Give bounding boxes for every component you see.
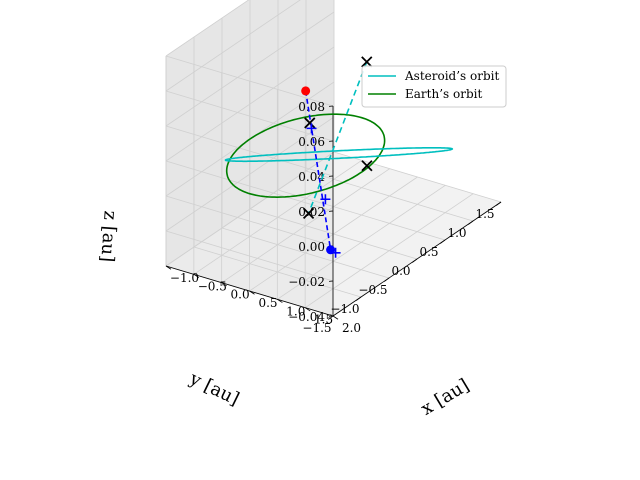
grid-line-z-right — [165, 116, 335, 232]
tick-marks — [165, 105, 502, 320]
grid-line-z-left — [165, 160, 334, 212]
grid-line-z-right — [165, 0, 250, 57]
z-tick-label: 0.08 — [298, 100, 325, 114]
asteroid-orbit — [224, 147, 454, 163]
grid-lines — [165, 0, 502, 317]
x-tick — [439, 239, 446, 244]
y-tick-label: 0.0 — [231, 288, 250, 302]
x-tick — [327, 315, 334, 320]
y-tick-label: 0.5 — [258, 296, 277, 310]
sun-marker — [301, 86, 311, 96]
z-tick-label: 0.02 — [298, 205, 325, 219]
x-tick-label: 1.5 — [475, 207, 494, 221]
x-axis-label: x [au] — [417, 375, 473, 420]
y-tick-label: 1.0 — [286, 304, 305, 318]
z-tick-label: −0.04 — [288, 310, 325, 324]
grid-line-z-left — [165, 125, 334, 177]
plus-marker-bottom — [320, 194, 331, 205]
x-tick — [355, 296, 362, 301]
legend-box — [361, 65, 507, 108]
earth-projection-line — [304, 90, 332, 250]
z-tick-label: 0.04 — [298, 170, 325, 184]
y-tick — [165, 265, 172, 270]
z-tick-label: −0.02 — [288, 275, 325, 289]
y-axis-label: y [au] — [185, 368, 242, 410]
grid-line-z-right — [165, 46, 335, 162]
z-axis-label: z [au] — [96, 210, 121, 263]
earth-orbit — [225, 113, 386, 199]
z-tick-label: 0.06 — [298, 135, 325, 149]
grid-line-z-right — [165, 11, 335, 127]
legend-earth-label: Earth’s orbit — [405, 87, 482, 101]
x-tick-label: 0.5 — [419, 245, 438, 259]
markers — [301, 56, 373, 258]
asteroid-x-marker-mid — [361, 160, 373, 172]
grid-line-z-left — [165, 55, 334, 107]
y-tick — [221, 282, 227, 287]
asteroid-x-marker-bottom — [302, 207, 315, 220]
y-tick — [249, 290, 255, 295]
legend: Asteroid’s orbit Earth’s orbit — [361, 65, 507, 108]
y-tick — [304, 307, 311, 312]
grid-line-z-right — [165, 0, 301, 92]
x-tick — [411, 258, 418, 263]
asteroid-apsidal-line — [307, 61, 368, 214]
asteroid-x-marker-right — [304, 117, 316, 129]
grid-line-z-right — [165, 151, 335, 267]
x-tick-label: −1.0 — [330, 302, 359, 316]
y-tick-label: 1.5 — [314, 313, 333, 327]
asteroid-x-marker-top — [361, 56, 373, 68]
y-tick-label: −1.0 — [170, 271, 199, 285]
x-tick-label: 1.0 — [447, 226, 466, 240]
tick-labels: −1.5−1.0−0.50.00.51.01.5−1.0−0.50.00.51.… — [170, 100, 495, 335]
x-tick-label: 0.0 — [391, 264, 410, 278]
x-tick — [467, 220, 474, 225]
y-tick — [193, 273, 200, 278]
grid-line-z-left — [165, 90, 334, 142]
orbits — [224, 61, 454, 214]
y-tick — [332, 315, 339, 320]
x-tick — [383, 277, 390, 282]
plus-marker-right — [306, 123, 317, 134]
z-tick-label: 0.00 — [298, 240, 325, 254]
grid-line-z-left — [165, 230, 334, 282]
legend-asteroid-label: Asteroid’s orbit — [404, 69, 499, 83]
y-tick-label: −0.5 — [198, 279, 227, 293]
grid-line-z-left — [165, 195, 334, 247]
x-tick — [495, 201, 502, 206]
y-tick-label: 2.0 — [342, 321, 361, 335]
y-tick — [277, 298, 283, 303]
plus-marker-earth — [330, 247, 341, 258]
x-tick-label: −0.5 — [358, 283, 387, 297]
x-tick-label: −1.5 — [302, 321, 331, 335]
